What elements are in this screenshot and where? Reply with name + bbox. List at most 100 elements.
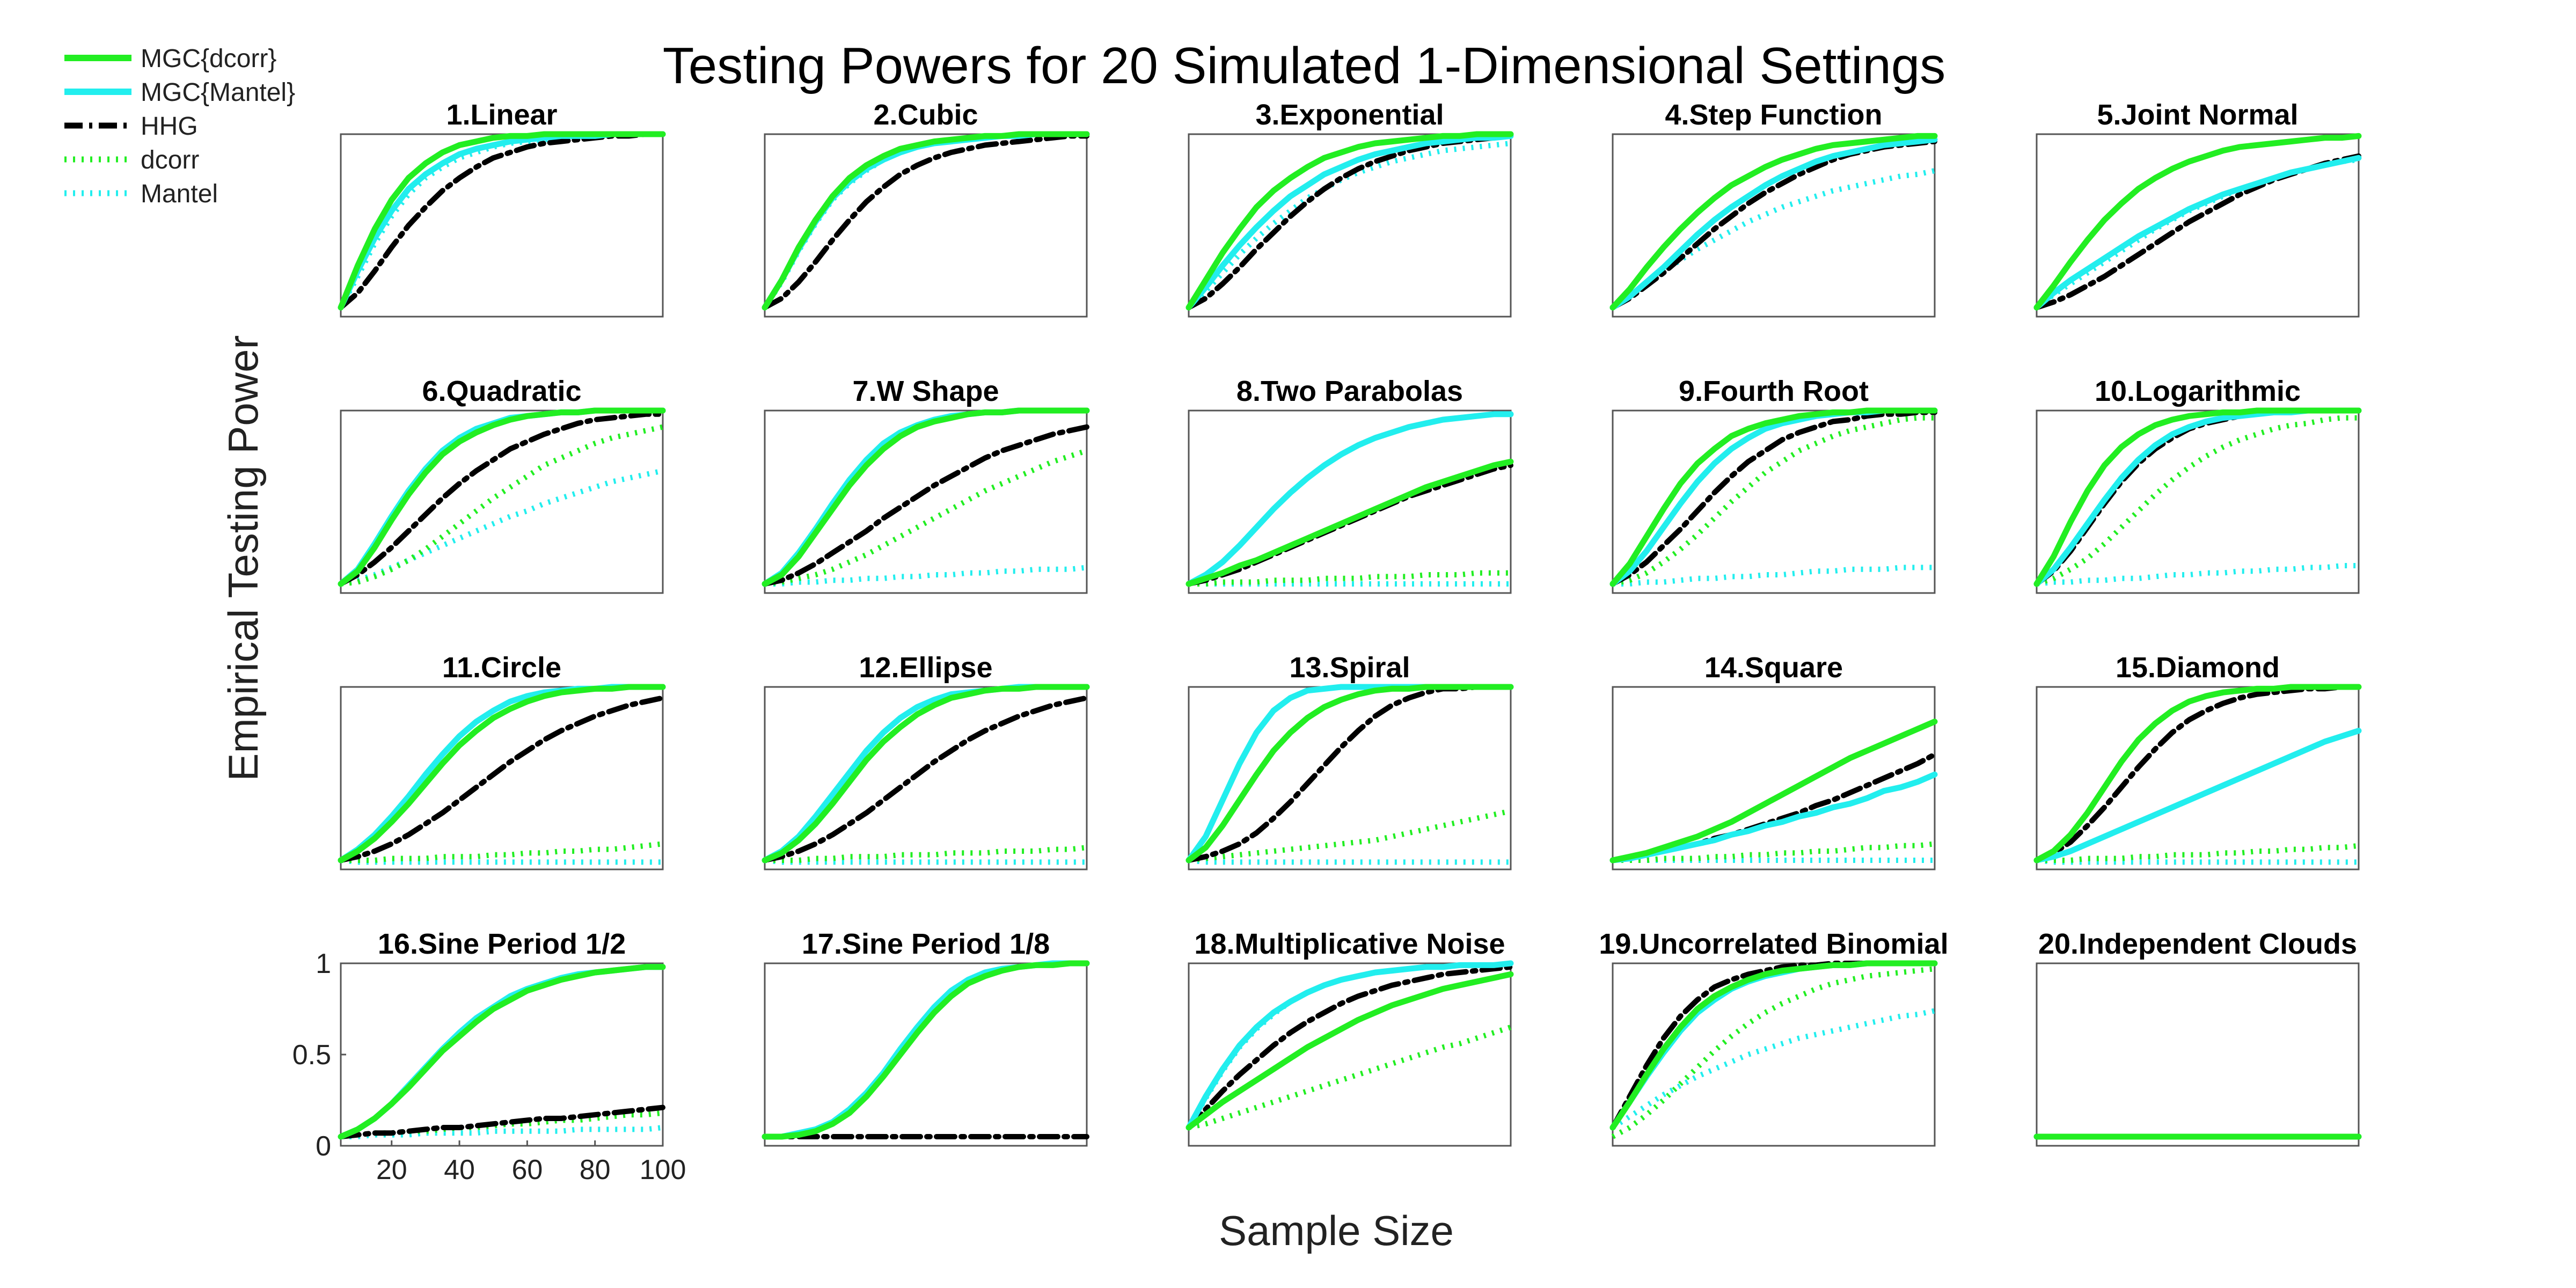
series-line-mgc-dcorr <box>1609 133 1938 311</box>
panel-14: 14.Square <box>1609 652 1938 870</box>
series-line-mgc-dcorr <box>762 960 1090 1140</box>
series-line-mgc-dcorr <box>338 684 666 863</box>
panel-title: 19.Uncorrelated Binomial <box>1599 928 1948 960</box>
series-line-mgc-mantel <box>1185 411 1514 587</box>
x-axis-label: Sample Size <box>1219 1207 1454 1254</box>
legend-item-hhg: HHG <box>64 112 198 141</box>
panel-6: 6.Quadratic <box>338 375 666 594</box>
panel-frame <box>764 686 1088 870</box>
series-line-dcorr <box>764 448 1088 587</box>
legend-item-dcorr: dcorr <box>64 146 199 174</box>
series-line-mgc-dcorr <box>1185 458 1514 587</box>
panel-frame <box>1188 962 1512 1147</box>
panel-5: 5.Joint Normal <box>2033 99 2362 318</box>
panel-17: 17.Sine Period 1/8 <box>762 928 1090 1147</box>
series-line-hhg <box>1610 409 1937 587</box>
series-line-mgc-mantel <box>2033 728 2362 863</box>
panel-title: 1.Linear <box>446 99 557 131</box>
x-tick-label: 80 <box>580 1154 611 1185</box>
panel-title: 11.Circle <box>442 652 561 684</box>
series-line-mgc-dcorr <box>762 684 1090 863</box>
panel-10: 10.Logarithmic <box>2033 375 2362 594</box>
series-line-mgc-dcorr <box>2033 684 2362 863</box>
panel-16: 16.Sine Period 1/2 20 40 60 80 100 0 0.5 1 <box>292 928 686 1185</box>
panel-title: 8.Two Parabolas <box>1236 375 1463 407</box>
x-tick-label: 20 <box>376 1154 407 1185</box>
series-line-hhg <box>338 1104 665 1139</box>
panel-3: 3.Exponential <box>1185 99 1514 318</box>
panel-title: 18.Multiplicative Noise <box>1194 928 1505 960</box>
panel-9: 9.Fourth Root <box>1609 375 1938 594</box>
panel-title: 15.Diamond <box>2116 652 2280 684</box>
figure-title: Testing Powers for 20 Simulated 1-Dimens… <box>663 37 1945 94</box>
x-tick-label: 40 <box>444 1154 475 1185</box>
series-line-mgc-mantel <box>1185 960 1514 1131</box>
series-line-hhg <box>338 695 665 863</box>
y-tick-label: 0.5 <box>292 1040 331 1071</box>
legend-label: HHG <box>141 112 198 141</box>
x-tick-label: 60 <box>511 1154 543 1185</box>
series-line-mgc-dcorr <box>338 131 666 311</box>
y-tick-label: 0 <box>316 1131 331 1162</box>
legend-label: MGC{Mantel} <box>141 78 295 107</box>
series-line-mgc-dcorr <box>762 407 1090 587</box>
panel-4: 4.Step Function <box>1609 99 1938 318</box>
series-line-mantel <box>1611 1008 1936 1130</box>
y-tick-label: 1 <box>316 948 331 979</box>
legend-item-mgc-dcorr: MGC{dcorr} <box>64 45 276 73</box>
panel-frame <box>764 962 1088 1147</box>
series-line-mgc-dcorr <box>338 407 666 587</box>
panels-grid: 1.Linear 2.Cubic 3.Exponential 4.Step Funct… <box>292 99 2362 1185</box>
panel-7: 7.W Shape <box>762 375 1090 594</box>
panel-frame <box>340 133 664 318</box>
panel-frame <box>340 409 664 594</box>
panel-frame <box>2036 962 2360 1147</box>
panel-2: 2.Cubic <box>762 99 1090 318</box>
panel-title: 3.Exponential <box>1255 99 1444 131</box>
series-line-mgc-mantel <box>1609 771 1938 863</box>
series-line-mgc-dcorr <box>1609 960 1938 1131</box>
series-line-mantel <box>1187 141 1511 310</box>
legend-item-mantel: Mantel <box>64 180 218 208</box>
panel-11: 11.Circle <box>338 652 666 870</box>
panel-20: 20.Independent Clouds <box>2033 928 2362 1147</box>
panel-title: 13.Spiral <box>1289 652 1410 684</box>
panel-12: 12.Ellipse <box>762 652 1090 870</box>
panel-15: 15.Diamond <box>2033 652 2362 870</box>
panel-title: 20.Independent Clouds <box>2038 928 2357 960</box>
panel-title: 7.W Shape <box>852 375 999 407</box>
panel-title: 17.Sine Period 1/8 <box>802 928 1050 960</box>
panel-title: 6.Quadratic <box>422 375 581 407</box>
panel-frame <box>1612 962 1936 1147</box>
panel-title: 12.Ellipse <box>859 652 992 684</box>
legend-label: Mantel <box>141 180 218 208</box>
x-tick-label: 100 <box>640 1154 686 1185</box>
series-line-dcorr <box>1611 966 1935 1139</box>
series-line-mgc-mantel <box>1185 133 1514 311</box>
panel-frame <box>340 686 664 870</box>
panel-frame <box>2036 409 2360 594</box>
legend: MGC{dcorr} MGC{Mantel} HHG dcorr Mantel <box>64 45 295 208</box>
panel-title: 10.Logarithmic <box>2095 375 2301 407</box>
panel-title: 4.Step Function <box>1665 99 1883 131</box>
series-line-hhg <box>1186 964 1513 1130</box>
series-line-hhg <box>762 133 1089 310</box>
series-line-mantel <box>340 468 664 587</box>
series-line-mgc-dcorr <box>2033 407 2362 587</box>
panel-8: 8.Two Parabolas <box>1185 375 1514 594</box>
panel-13: 13.Spiral <box>1185 652 1514 870</box>
legend-item-mgc-mantel: MGC{Mantel} <box>64 78 295 107</box>
series-line-mgc-dcorr <box>1609 719 1938 863</box>
legend-label: dcorr <box>141 146 199 174</box>
panel-title: 2.Cubic <box>873 99 978 131</box>
panel-frame <box>764 133 1088 318</box>
panel-title: 9.Fourth Root <box>1679 375 1869 407</box>
panel-title: 16.Sine Period 1/2 <box>378 928 626 960</box>
y-axis-label: Empirical Testing Power <box>219 335 267 781</box>
series-line-mgc-mantel <box>1609 136 1938 311</box>
series-line-mgc-dcorr <box>1185 131 1514 311</box>
panel-title: 14.Square <box>1704 652 1843 684</box>
series-line-mgc-dcorr <box>1185 684 1514 863</box>
panel-18: 18.Multiplicative Noise <box>1185 928 1514 1147</box>
